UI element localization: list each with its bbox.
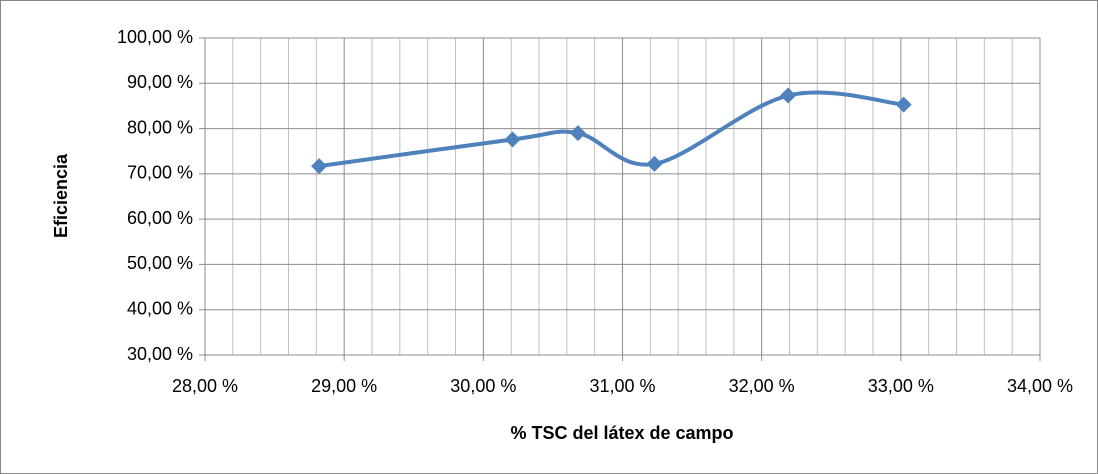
y-tick-label: 70,00 % xyxy=(127,163,193,183)
x-tick-label: 33,00 % xyxy=(868,376,934,396)
x-axis-title: % TSC del látex de campo xyxy=(510,423,733,443)
series-line xyxy=(318,90,904,169)
marker xyxy=(504,131,521,148)
y-axis-title: Eficiencia xyxy=(51,153,71,238)
y-tick-label: 90,00 % xyxy=(127,72,193,92)
x-tick-label: 30,00 % xyxy=(450,376,516,396)
y-tick-label: 50,00 % xyxy=(127,253,193,273)
y-tick-label: 60,00 % xyxy=(127,208,193,228)
marker xyxy=(569,125,586,142)
x-tick-label: 34,00 % xyxy=(1007,376,1073,396)
x-tick-label: 31,00 % xyxy=(589,376,655,396)
marker xyxy=(780,87,797,104)
y-tick-label: 100,00 % xyxy=(117,27,193,47)
y-tick-label: 80,00 % xyxy=(127,117,193,137)
y-tick-label: 40,00 % xyxy=(127,298,193,318)
marker xyxy=(311,158,328,175)
marker xyxy=(895,96,912,113)
x-tick-label: 28,00 % xyxy=(172,376,238,396)
x-tick-label: 32,00 % xyxy=(729,376,795,396)
y-tick-label: 30,00 % xyxy=(127,344,193,364)
x-tick-label: 29,00 % xyxy=(311,376,377,396)
marker xyxy=(646,155,663,172)
